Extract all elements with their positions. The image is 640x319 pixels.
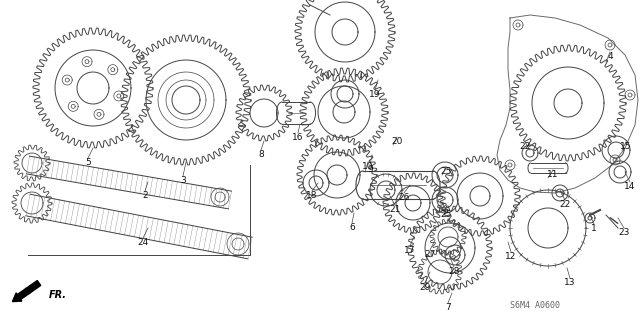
Text: 11: 11 — [547, 170, 559, 179]
Text: 26: 26 — [398, 193, 410, 202]
Text: 7: 7 — [445, 303, 451, 312]
Text: 15: 15 — [620, 142, 632, 151]
Text: 22: 22 — [520, 142, 531, 151]
Text: 28: 28 — [448, 267, 460, 276]
Text: 29: 29 — [419, 283, 431, 292]
Text: 9: 9 — [367, 165, 373, 174]
Text: 12: 12 — [506, 252, 516, 261]
Text: 2: 2 — [142, 191, 148, 200]
Text: 21: 21 — [389, 205, 401, 214]
Text: 20: 20 — [391, 137, 403, 146]
Text: 14: 14 — [624, 182, 636, 191]
Text: 6: 6 — [349, 223, 355, 232]
Text: 16: 16 — [292, 133, 304, 142]
Text: 18: 18 — [307, 191, 317, 200]
Text: 10: 10 — [362, 162, 374, 171]
Text: 17: 17 — [404, 246, 416, 255]
Text: 24: 24 — [138, 238, 148, 247]
Text: 5: 5 — [85, 158, 91, 167]
Text: 23: 23 — [618, 228, 630, 237]
FancyArrow shape — [12, 280, 41, 301]
Text: 13: 13 — [564, 278, 576, 287]
Text: 4: 4 — [607, 52, 613, 61]
Text: 1: 1 — [591, 224, 597, 233]
Text: 19: 19 — [369, 90, 381, 99]
Text: 27: 27 — [424, 250, 436, 259]
Text: FR.: FR. — [49, 290, 67, 300]
Text: 25: 25 — [440, 210, 452, 219]
Text: 3: 3 — [180, 176, 186, 185]
Text: 22: 22 — [559, 200, 571, 209]
Text: 8: 8 — [258, 150, 264, 159]
Text: S6M4 A0600: S6M4 A0600 — [510, 300, 560, 309]
Text: 25: 25 — [440, 167, 452, 176]
